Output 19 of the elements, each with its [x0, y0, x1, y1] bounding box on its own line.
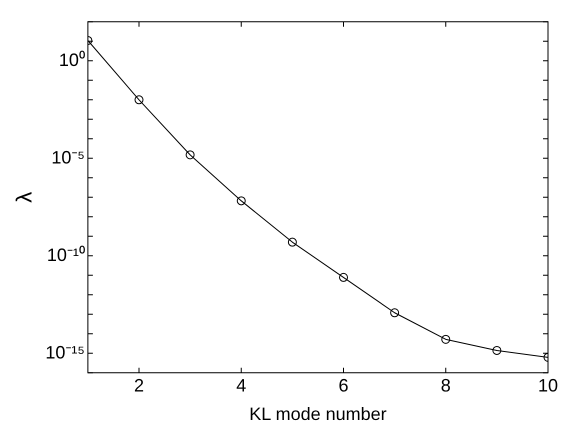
x-tick-label: 4: [236, 376, 246, 396]
x-tick-label: 6: [338, 376, 349, 396]
y-tick-label: 10⁻⁵: [51, 147, 85, 168]
y-tick-label: 10⁻¹⁵: [45, 342, 85, 362]
point: [441, 334, 450, 344]
y-tick-label: 10⁻¹⁰: [46, 244, 85, 265]
x-tick-label: 8: [440, 376, 451, 396]
y-tick-label: 10⁰: [58, 50, 85, 70]
point: [492, 346, 502, 355]
point: [339, 272, 348, 282]
point: [390, 308, 400, 318]
y-axis-title: λ: [11, 192, 36, 203]
x-tick-label: 2: [134, 376, 144, 396]
point: [134, 95, 144, 104]
x-axis-title: KL mode number: [249, 404, 387, 424]
point: [288, 238, 297, 247]
point: [186, 150, 195, 160]
x-tick-label: 10: [538, 376, 558, 396]
point: [236, 196, 246, 206]
